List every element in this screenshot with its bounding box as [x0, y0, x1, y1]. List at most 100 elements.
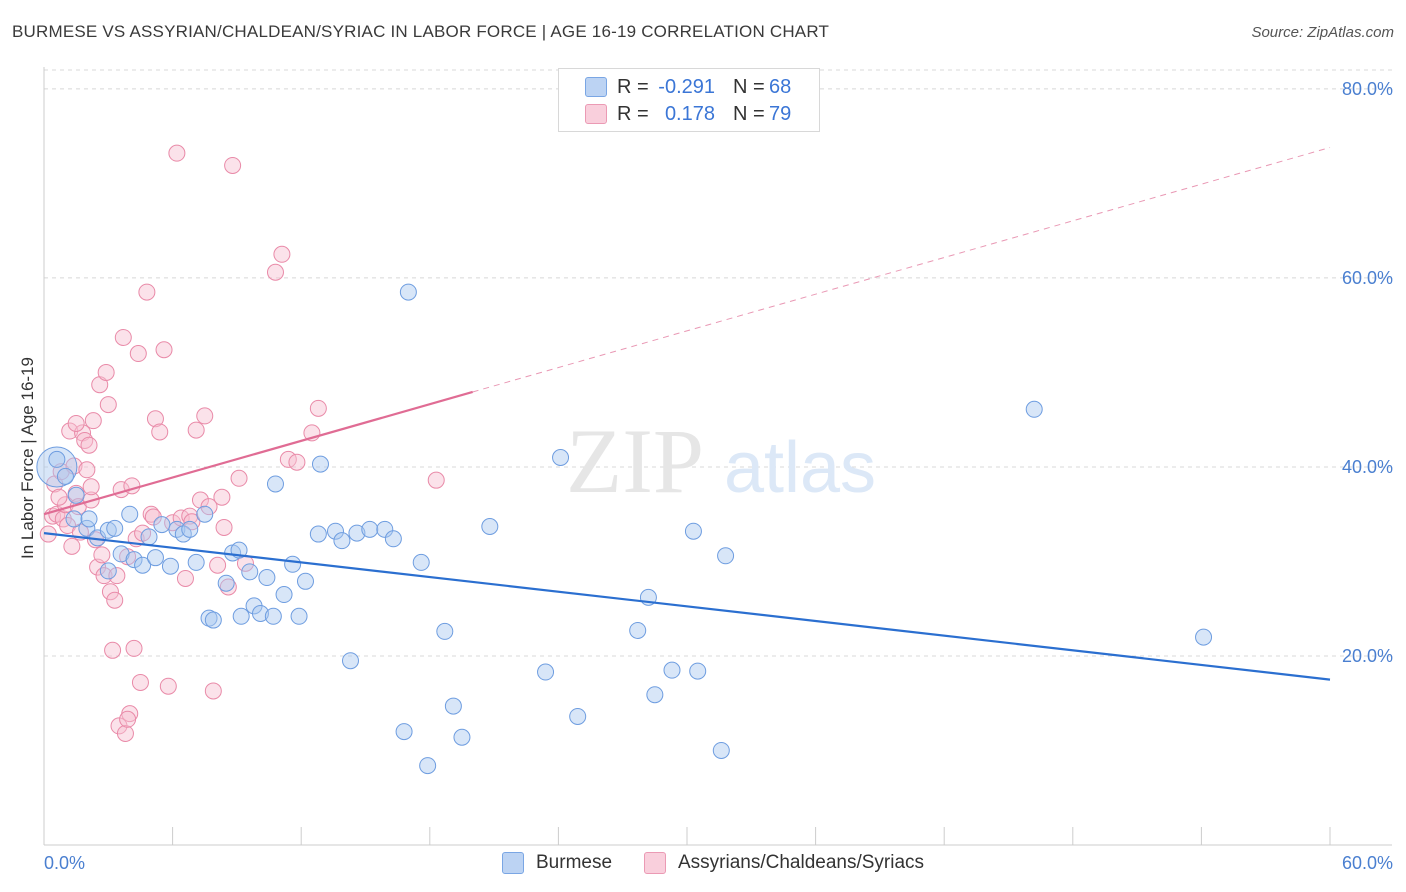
assyrian-point — [104, 641, 122, 659]
assyrian-point — [93, 546, 111, 564]
burmese-point — [99, 562, 117, 580]
burmese-point — [200, 609, 218, 627]
assyrian-point — [176, 569, 194, 587]
burmese-point — [187, 553, 205, 571]
burmese-point — [646, 686, 664, 704]
assyrian-point — [67, 414, 85, 432]
x-tick-label: 60.0% — [1342, 853, 1393, 873]
burmese-point — [412, 553, 430, 571]
assyrian-point — [273, 245, 291, 263]
burmese-point — [204, 611, 222, 629]
burmese-point — [217, 574, 235, 592]
burmese-point — [67, 486, 85, 504]
burmese-point — [106, 519, 124, 537]
assyrian-point — [125, 639, 143, 657]
watermark: ZIP atlas — [566, 410, 876, 512]
burmese-point — [341, 652, 359, 670]
burmese-point — [56, 467, 74, 485]
watermark-atlas: atlas — [724, 428, 876, 508]
legend-swatch-burmese — [502, 852, 524, 874]
assyrian-point — [78, 461, 96, 479]
assyrian-point — [187, 421, 205, 439]
burmese-point — [717, 547, 735, 565]
assyrian-point — [84, 412, 102, 430]
y-tick-label: 20.0% — [1342, 646, 1393, 666]
x-tick-label: 0.0% — [44, 853, 85, 873]
burmese-point — [376, 520, 394, 538]
y-tick-label: 40.0% — [1342, 457, 1393, 477]
tick-labels: 20.0% 40.0% 60.0% 80.0% 0.0% 60.0% — [44, 79, 1393, 873]
burmese-point — [121, 505, 139, 523]
assyrian-point — [309, 399, 327, 417]
assyrian-point — [155, 341, 173, 359]
burmese-trend-line — [43, 532, 1331, 681]
trend-lines — [43, 147, 1331, 681]
burmese-point — [251, 604, 269, 622]
burmese-point — [395, 723, 413, 741]
burmese-point — [537, 663, 555, 681]
burmese-point — [1025, 400, 1043, 418]
watermark-zip: ZIP — [566, 410, 704, 512]
burmese-point — [333, 532, 351, 550]
assyrian-point — [106, 591, 124, 609]
n-label: N = — [733, 102, 765, 125]
burmese-point — [65, 510, 83, 528]
assyrian-point — [159, 677, 177, 695]
burmese-point — [684, 522, 702, 540]
burmese-point — [80, 510, 98, 528]
r-value: 0.178 — [664, 102, 715, 125]
burmese-point — [134, 556, 152, 574]
assyrian-point — [63, 537, 81, 555]
assyrian-point — [97, 363, 115, 381]
assyrian-point — [288, 453, 306, 471]
burmese-point — [689, 662, 707, 680]
burmese-point — [232, 607, 250, 625]
burmese-point — [266, 475, 284, 493]
burmese-point — [348, 524, 366, 542]
n-value: 79 — [769, 102, 792, 125]
legend-swatch-assyrian — [644, 852, 666, 874]
burmese-point — [296, 572, 314, 590]
assyrian-point — [101, 583, 119, 601]
burmese-point — [146, 549, 164, 567]
n-label: N = — [733, 75, 765, 98]
burmese-point — [629, 621, 647, 639]
burmese-point — [481, 517, 499, 535]
burmese-point — [125, 551, 143, 569]
burmese-point — [140, 528, 158, 546]
n-value: 68 — [769, 75, 792, 98]
chart-title: BURMESE VS ASSYRIAN/CHALDEAN/SYRIAC IN L… — [12, 22, 830, 41]
burmese-point — [264, 607, 282, 625]
axes — [43, 67, 1392, 846]
burmese-point — [112, 545, 130, 563]
r-label: R = — [617, 102, 649, 125]
burmese-point — [552, 449, 570, 466]
burmese-point — [399, 283, 417, 301]
series-burmese-points — [36, 283, 1213, 775]
y-tick-label: 60.0% — [1342, 268, 1393, 288]
assyrian-point — [215, 518, 233, 536]
assyrian-point — [116, 724, 134, 742]
assyrian-point — [209, 556, 227, 574]
burmese-point — [153, 516, 171, 534]
burmese-point — [99, 521, 117, 539]
assyrian-point — [213, 488, 231, 506]
assyrian-point — [168, 144, 186, 162]
legend-item-burmese: Burmese — [502, 852, 612, 874]
assyrian-point — [129, 345, 147, 363]
burmese-point — [436, 622, 454, 640]
assyrian-point — [427, 471, 445, 489]
burmese-point — [196, 505, 214, 523]
assyrian-point — [114, 328, 132, 346]
legend-item-assyrian: Assyrians/Chaldeans/Syriacs — [644, 852, 924, 874]
burmese-point — [241, 563, 259, 581]
burmese-point — [275, 586, 293, 604]
r-value: -0.291 — [658, 75, 715, 98]
burmese-point — [419, 757, 437, 775]
assyrian-point — [230, 469, 248, 487]
assyrian-point — [131, 673, 149, 691]
source-label: Source: ZipAtlas.com — [1251, 24, 1394, 41]
burmese-point — [663, 661, 681, 679]
burmese-point — [361, 520, 379, 538]
